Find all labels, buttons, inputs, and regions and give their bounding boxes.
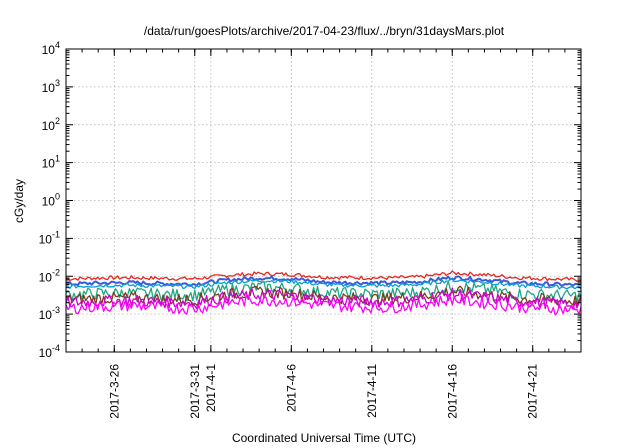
- series-line: [65, 275, 582, 287]
- x-tick-label: 2017-3-31: [188, 364, 202, 419]
- series-line: [65, 278, 582, 290]
- x-tick-label: 2017-4-11: [365, 364, 379, 418]
- y-tick-label: 10-3: [39, 305, 60, 322]
- y-tick-label: 102: [42, 116, 60, 133]
- y-tick-label: 10-1: [39, 229, 60, 246]
- y-tick-label: 100: [42, 192, 60, 209]
- x-axis: 2017-3-26 2017-3-31 2017-4-1 2017-4-6 2017-4…: [65, 49, 582, 419]
- chart-title: /data/run/goesPlots/archive/2017-04-23/f…: [144, 24, 505, 38]
- x-tick-label: 2017-4-1: [204, 364, 218, 412]
- series-group: [65, 270, 582, 316]
- y-axis-label: cGy/day: [12, 179, 26, 223]
- y-tick-label: 104: [42, 40, 60, 57]
- series-line: [65, 293, 582, 316]
- x-tick-label: 2017-3-26: [107, 364, 121, 419]
- y-tick-label: 103: [42, 78, 60, 95]
- series-line: [65, 287, 582, 311]
- series-line: [65, 280, 582, 303]
- x-tick-label: 2017-4-6: [284, 364, 298, 412]
- y-tick-label: 10-4: [39, 343, 60, 360]
- x-tick-label: 2017-4-21: [526, 364, 540, 419]
- x-tick-label: 2017-4-16: [445, 364, 459, 419]
- y-tick-label: 10-2: [39, 267, 60, 284]
- series-line: [65, 270, 582, 282]
- grid: [66, 49, 581, 352]
- x-axis-label: Coordinated Universal Time (UTC): [232, 431, 416, 445]
- y-axis: 10-4 10-3 10-2 10-1 100 101 102 103 104: [39, 40, 581, 360]
- y-tick-label: 101: [42, 154, 60, 171]
